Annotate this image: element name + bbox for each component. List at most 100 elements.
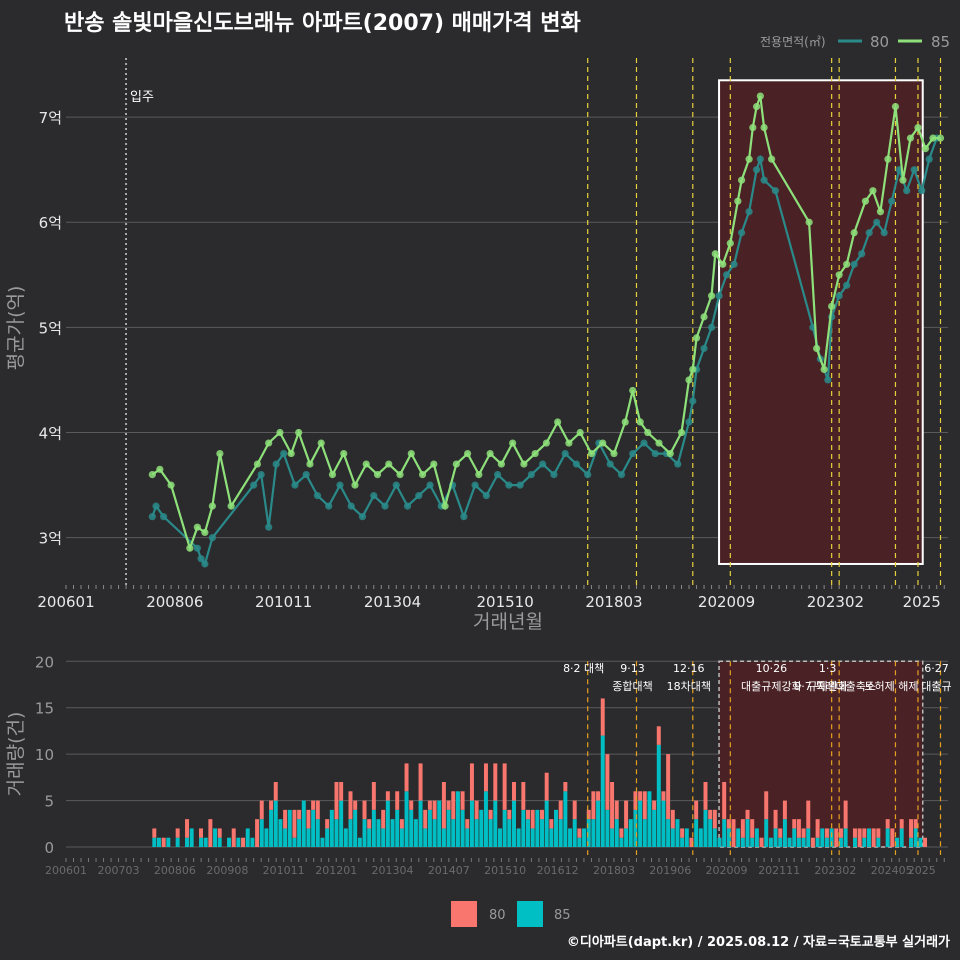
data-point-85	[752, 102, 761, 111]
data-point-85	[711, 250, 719, 258]
data-point-80	[858, 250, 866, 258]
bar-85	[647, 791, 652, 847]
data-point-85	[828, 302, 836, 310]
bar-80	[269, 800, 274, 810]
bar-85	[918, 837, 923, 847]
bar-85	[782, 819, 787, 847]
bar-85	[633, 809, 638, 847]
data-point-80	[865, 229, 873, 237]
bar-80	[446, 800, 451, 810]
bar-85	[824, 837, 829, 847]
data-point-85	[666, 449, 674, 458]
bar-85	[199, 837, 204, 847]
bar-85	[409, 809, 414, 847]
bar-80	[596, 791, 601, 801]
bar-80	[923, 837, 928, 847]
bar-85	[493, 800, 498, 847]
price-x-tick-label: 200601	[37, 593, 94, 611]
bar-85	[245, 828, 250, 847]
bar-85	[913, 828, 918, 847]
data-point-80	[880, 229, 888, 237]
bar-80	[661, 791, 666, 801]
bar-80	[502, 763, 507, 810]
bar-85	[582, 828, 587, 847]
data-point-80	[265, 523, 273, 531]
data-point-80	[250, 481, 258, 489]
volume-y-tick-label: 15	[35, 700, 54, 718]
bar-85	[353, 809, 358, 847]
bar-80	[511, 782, 516, 801]
bar-80	[885, 819, 890, 829]
bar-80	[451, 791, 456, 820]
data-point-80	[201, 560, 209, 568]
bar-80	[488, 809, 493, 820]
bar-80	[605, 754, 610, 810]
data-point-80	[918, 187, 926, 195]
data-point-85	[565, 439, 573, 447]
bar-85	[764, 819, 769, 847]
bar-85	[446, 809, 451, 847]
data-point-80	[208, 534, 216, 542]
bar-80	[610, 782, 615, 829]
data-point-85	[156, 465, 164, 473]
volume-x-tick-label: 202302	[814, 864, 856, 877]
bar-80	[255, 819, 260, 847]
data-point-85	[418, 470, 427, 479]
area-legend: 전용면적(㎡) 80 85	[760, 33, 950, 51]
data-point-80	[843, 281, 851, 289]
data-point-80	[640, 439, 648, 447]
bar-85	[451, 819, 456, 847]
data-point-85	[351, 481, 359, 489]
bar-85	[348, 819, 353, 847]
data-point-80	[392, 481, 400, 489]
bar-85	[666, 819, 671, 847]
data-point-85	[306, 460, 314, 468]
legend-swatch-85	[517, 901, 543, 927]
bar-85	[558, 819, 563, 847]
data-point-85	[610, 449, 618, 458]
data-point-85	[201, 528, 209, 537]
annotation-date: 9·13	[620, 662, 645, 675]
bar-80	[909, 819, 914, 838]
data-point-80	[302, 470, 310, 479]
volume-x-tick-label: 202111	[758, 864, 800, 877]
data-point-85	[644, 428, 652, 437]
bar-80	[339, 782, 344, 801]
bar-85	[605, 809, 610, 847]
bar-80	[441, 782, 446, 829]
bar-80	[810, 837, 815, 847]
data-point-85	[599, 439, 607, 447]
data-point-85	[805, 218, 813, 226]
bar-80	[740, 819, 745, 838]
bar-85	[619, 837, 624, 847]
bar-80	[666, 754, 671, 820]
data-point-80	[539, 460, 547, 468]
data-point-85	[208, 502, 216, 510]
bar-85	[554, 809, 559, 847]
data-point-85	[265, 439, 273, 447]
bar-80	[315, 800, 320, 820]
bar-80	[792, 819, 797, 829]
bar-85	[511, 800, 516, 847]
bar-80	[652, 800, 657, 810]
policy-annotations: 8·2 대책 9·13 종합대책 12·16 18차대책 10·26 대출규제강화 1·3 규제…	[563, 662, 952, 693]
bar-85	[661, 800, 666, 847]
data-point-80	[325, 502, 333, 510]
bar-80	[161, 837, 166, 847]
data-point-80	[873, 218, 881, 226]
data-point-80	[370, 492, 378, 500]
data-point-85	[726, 239, 734, 247]
bar-80	[241, 837, 246, 847]
bar-80	[381, 809, 386, 829]
bar-80	[703, 782, 708, 810]
annotation-label: 대출규	[921, 680, 951, 693]
bar-85	[362, 819, 367, 847]
bar-85	[722, 819, 727, 847]
data-point-80	[550, 470, 558, 479]
bar-80	[726, 819, 731, 829]
bar-85	[367, 828, 372, 847]
volume-x-tick-label: 200806	[154, 864, 196, 877]
bar-85	[213, 828, 218, 847]
bar-80	[572, 800, 577, 820]
annotation-date: 8·2 대책	[563, 662, 604, 675]
